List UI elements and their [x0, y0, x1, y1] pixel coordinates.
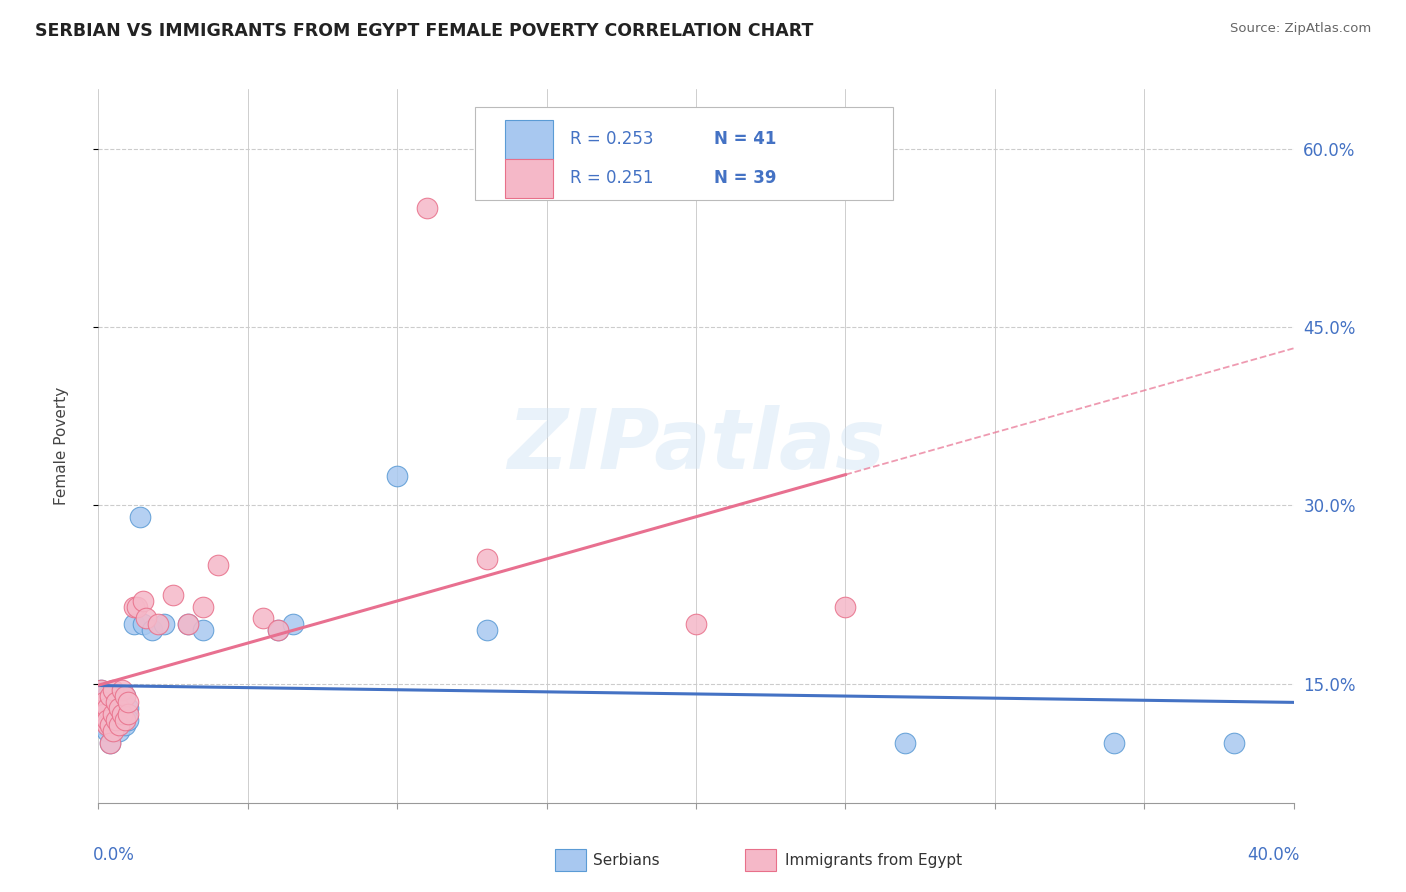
- Point: [267, 624, 290, 638]
- Point: [90, 713, 112, 727]
- Text: ZIPatlas: ZIPatlas: [508, 406, 884, 486]
- Point: [96, 700, 118, 714]
- Point: [117, 700, 139, 714]
- Text: Serbians: Serbians: [593, 854, 659, 868]
- Point: [281, 617, 304, 632]
- Point: [135, 611, 157, 625]
- Point: [90, 700, 112, 714]
- Point: [117, 713, 139, 727]
- Text: 40.0%: 40.0%: [1247, 846, 1299, 863]
- Point: [105, 695, 128, 709]
- Point: [103, 689, 125, 703]
- Point: [108, 695, 131, 709]
- Point: [100, 736, 122, 750]
- Point: [100, 718, 122, 732]
- Point: [124, 617, 146, 632]
- Point: [90, 682, 112, 697]
- Point: [475, 624, 498, 638]
- Point: [108, 700, 131, 714]
- Point: [100, 718, 122, 732]
- Point: [111, 682, 134, 697]
- Point: [103, 724, 125, 739]
- Point: [96, 718, 118, 732]
- Point: [105, 713, 128, 727]
- Point: [148, 617, 170, 632]
- Point: [103, 682, 125, 697]
- Text: SERBIAN VS IMMIGRANTS FROM EGYPT FEMALE POVERTY CORRELATION CHART: SERBIAN VS IMMIGRANTS FROM EGYPT FEMALE …: [35, 22, 814, 40]
- Point: [153, 617, 176, 632]
- Point: [207, 558, 229, 572]
- Point: [894, 736, 917, 750]
- Point: [96, 713, 118, 727]
- Point: [252, 611, 274, 625]
- Point: [117, 706, 139, 721]
- Text: Source: ZipAtlas.com: Source: ZipAtlas.com: [1230, 22, 1371, 36]
- Point: [100, 736, 122, 750]
- Text: 0.0%: 0.0%: [93, 846, 135, 863]
- Point: [108, 724, 131, 739]
- Point: [111, 713, 134, 727]
- Point: [93, 695, 115, 709]
- Point: [96, 724, 118, 739]
- Bar: [505, 159, 553, 198]
- Point: [114, 713, 136, 727]
- Point: [475, 552, 498, 566]
- Point: [105, 700, 128, 714]
- Point: [129, 510, 152, 524]
- Point: [93, 706, 115, 721]
- Point: [191, 599, 214, 614]
- Point: [127, 599, 149, 614]
- Point: [117, 695, 139, 709]
- Bar: [505, 120, 553, 159]
- Point: [114, 718, 136, 732]
- Point: [100, 700, 122, 714]
- FancyBboxPatch shape: [475, 107, 893, 200]
- Point: [385, 468, 409, 483]
- Point: [93, 718, 115, 732]
- Point: [93, 706, 115, 721]
- Point: [108, 718, 131, 732]
- Point: [162, 588, 184, 602]
- Point: [114, 689, 136, 703]
- Point: [177, 617, 200, 632]
- Point: [834, 599, 856, 614]
- Point: [96, 689, 118, 703]
- Point: [685, 617, 707, 632]
- Text: Immigrants from Egypt: Immigrants from Egypt: [785, 854, 962, 868]
- Point: [105, 718, 128, 732]
- Point: [124, 599, 146, 614]
- Point: [1223, 736, 1246, 750]
- Point: [267, 624, 290, 638]
- Text: N = 39: N = 39: [714, 169, 776, 187]
- Point: [177, 617, 200, 632]
- Point: [100, 689, 122, 703]
- Point: [103, 724, 125, 739]
- Text: R = 0.253: R = 0.253: [571, 130, 654, 148]
- Point: [132, 617, 155, 632]
- Text: N = 41: N = 41: [714, 130, 776, 148]
- Point: [416, 201, 439, 215]
- Point: [105, 713, 128, 727]
- Point: [96, 713, 118, 727]
- Point: [93, 695, 115, 709]
- Point: [90, 682, 112, 697]
- Point: [111, 700, 134, 714]
- Text: R = 0.251: R = 0.251: [571, 169, 654, 187]
- Point: [191, 624, 214, 638]
- Point: [141, 624, 163, 638]
- Y-axis label: Female Poverty: Female Poverty: [53, 387, 69, 505]
- Point: [90, 713, 112, 727]
- Point: [103, 706, 125, 721]
- Point: [114, 689, 136, 703]
- Point: [103, 706, 125, 721]
- Point: [1104, 736, 1126, 750]
- Point: [132, 593, 155, 607]
- Point: [111, 706, 134, 721]
- Point: [96, 718, 118, 732]
- Point: [90, 700, 112, 714]
